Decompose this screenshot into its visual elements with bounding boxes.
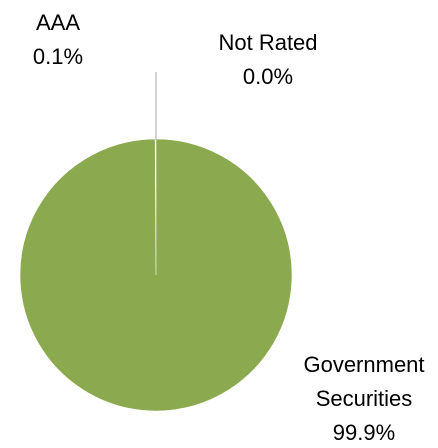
- slice-government-securities: [19, 138, 293, 412]
- label-not-rated-value: 0.0%: [243, 64, 293, 89]
- label-gov-name-line1: Government: [303, 352, 424, 377]
- label-gov-name-line2: Securities: [316, 386, 413, 411]
- label-gov-value: 99.9%: [333, 420, 395, 445]
- label-aaa-name: AAA: [36, 10, 80, 35]
- pie-slices: [19, 138, 293, 412]
- label-aaa-value: 0.1%: [33, 44, 83, 69]
- label-not-rated-name: Not Rated: [218, 30, 317, 55]
